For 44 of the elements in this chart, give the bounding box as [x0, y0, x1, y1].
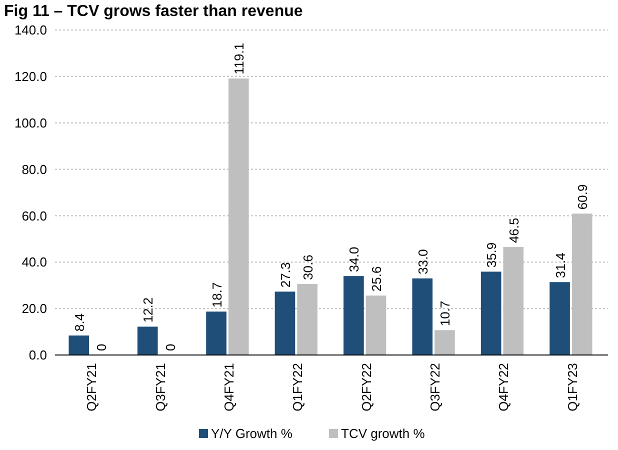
- data-label: 46.5: [506, 218, 522, 244]
- y-tick-label: 40.0: [22, 254, 47, 270]
- data-label: 25.6: [369, 266, 384, 292]
- bar: [550, 282, 570, 355]
- data-label: 18.7: [209, 282, 224, 308]
- data-label: 10.7: [438, 300, 453, 326]
- data-label: 33.0: [415, 249, 430, 274]
- y-tick-label: 120.0: [14, 68, 47, 84]
- y-tick-label: 60.0: [22, 208, 47, 224]
- data-label: 0: [94, 344, 110, 351]
- y-tick-label: 140.0: [14, 22, 47, 38]
- bar: [344, 276, 364, 355]
- y-tick-label: 100.0: [14, 115, 47, 130]
- y-tick-label: 0.0: [28, 348, 47, 363]
- data-label: 30.6: [300, 254, 316, 280]
- y-tick-label: 80.0: [22, 162, 47, 177]
- x-tick-label: Q3FY22: [428, 363, 443, 412]
- bar: [137, 326, 158, 355]
- x-tick-label: Q4FY21: [221, 363, 236, 412]
- x-tick-label: Q3FY21: [152, 363, 168, 412]
- data-label: 0: [162, 344, 178, 351]
- bar: [480, 272, 502, 355]
- bar: [412, 278, 433, 355]
- data-label: 60.9: [575, 184, 590, 210]
- x-tick-label: Q1FY22: [290, 363, 306, 412]
- bar: [68, 336, 90, 355]
- x-tick-label: Q4FY22: [496, 363, 512, 412]
- chart-title: Fig 11 – TCV grows faster than revenue: [4, 3, 303, 20]
- y-tick-label: 20.0: [22, 301, 47, 316]
- x-tick-label: Q2FY21: [84, 363, 100, 412]
- x-tick-label: Q2FY22: [358, 363, 374, 412]
- legend-label: TCV growth %: [341, 426, 426, 441]
- data-label: 12.2: [140, 297, 156, 323]
- data-label: 27.3: [278, 262, 293, 288]
- data-label: 8.4: [72, 313, 87, 332]
- data-label: 35.9: [484, 242, 500, 268]
- x-tick-label: Q1FY23: [564, 363, 580, 412]
- data-label: 34.0: [346, 246, 362, 272]
- bar: [274, 292, 296, 355]
- data-label: 31.4: [552, 252, 568, 278]
- bar: [434, 330, 455, 355]
- legend-label: Y/Y Growth %: [211, 426, 293, 441]
- data-label: 119.1: [232, 42, 247, 75]
- bar: [206, 312, 226, 355]
